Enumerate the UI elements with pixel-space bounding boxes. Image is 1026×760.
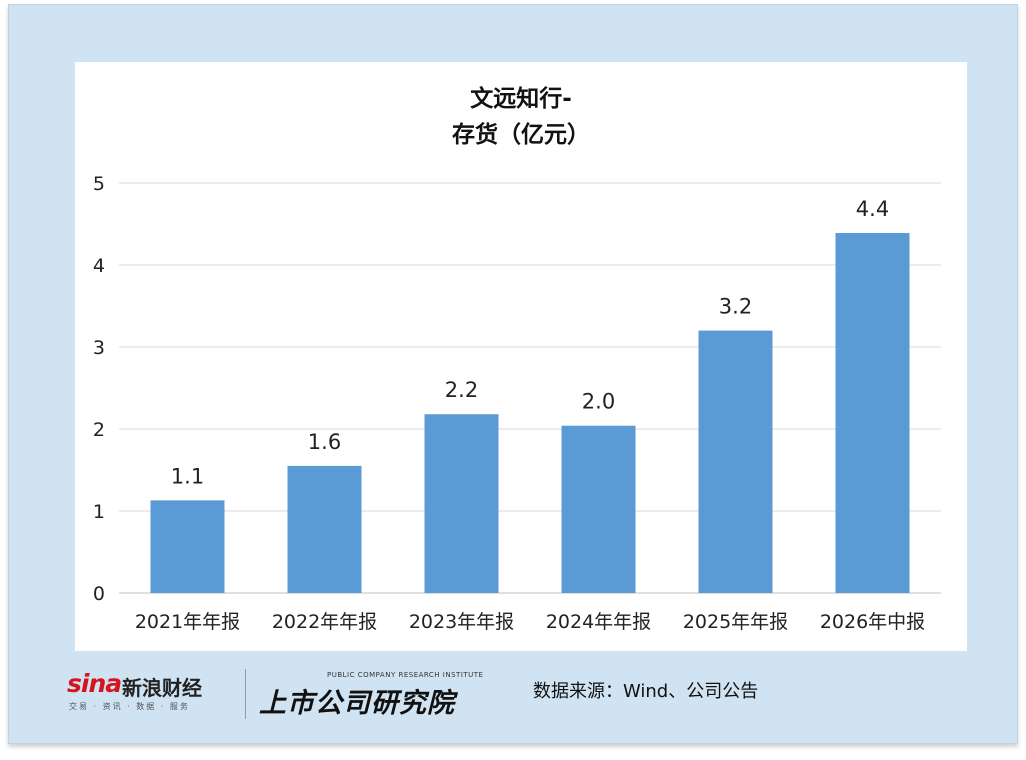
data-label: 2.0	[582, 390, 615, 414]
y-tick-label: 2	[93, 419, 105, 441]
research-institute-logo: PUBLIC COMPANY RESEARCH INSTITUTE 上市公司研究…	[259, 665, 489, 725]
data-label: 1.1	[171, 464, 204, 488]
x-tick-label: 2024年年报	[546, 611, 651, 633]
research-logo-english: PUBLIC COMPANY RESEARCH INSTITUTE	[327, 671, 484, 679]
sina-logo-tagline: 交易 · 资讯 · 数据 · 服务	[69, 702, 190, 711]
x-tick-label: 2026年中报	[820, 611, 925, 633]
sina-logo-word: sina	[67, 669, 122, 698]
data-label: 3.2	[719, 295, 752, 319]
y-tick-label: 5	[93, 173, 105, 195]
sina-logo-name: 新浪财经	[122, 676, 202, 700]
bar	[287, 465, 362, 593]
bar	[561, 425, 636, 593]
chart-subtitle: 存货（亿元）	[452, 121, 590, 148]
data-source-note: 数据来源：Wind、公司公告	[533, 681, 759, 702]
chart-title: 文远知行-	[470, 85, 572, 112]
y-tick-label: 4	[93, 255, 105, 277]
bar	[150, 500, 225, 593]
y-tick-label: 0	[93, 583, 105, 605]
y-tick-label: 3	[93, 337, 105, 359]
footer-divider	[245, 669, 246, 719]
footer: sina 新浪财经 交易 · 资讯 · 数据 · 服务 PUBLIC COMPA…	[9, 655, 1017, 735]
data-label: 4.4	[856, 197, 889, 221]
x-tick-label: 2023年年报	[409, 611, 514, 633]
bar	[424, 414, 499, 593]
x-tick-label: 2021年年报	[135, 611, 240, 633]
sina-finance-logo: sina 新浪财经 交易 · 资讯 · 数据 · 服务	[67, 669, 232, 719]
bar	[698, 330, 773, 593]
x-tick-label: 2025年年报	[683, 611, 788, 633]
chart-card: 文远知行- 存货（亿元） 0 1 2 3 4 5 1.1 2021年年报 1.6 2022年年报 2.2…	[75, 62, 967, 651]
research-logo-chinese: 上市公司研究院	[259, 688, 455, 719]
x-tick-label: 2022年年报	[272, 611, 377, 633]
bar	[835, 233, 910, 593]
page-frame: 文远知行- 存货（亿元） 0 1 2 3 4 5 1.1 2021年年报 1.6 2022年年报 2.2…	[8, 4, 1018, 744]
data-label: 1.6	[308, 430, 341, 454]
bar-chart: 文远知行- 存货（亿元） 0 1 2 3 4 5 1.1 2021年年报 1.6 2022年年报 2.2…	[93, 85, 941, 633]
y-tick-label: 1	[93, 501, 105, 523]
data-label: 2.2	[445, 378, 478, 402]
